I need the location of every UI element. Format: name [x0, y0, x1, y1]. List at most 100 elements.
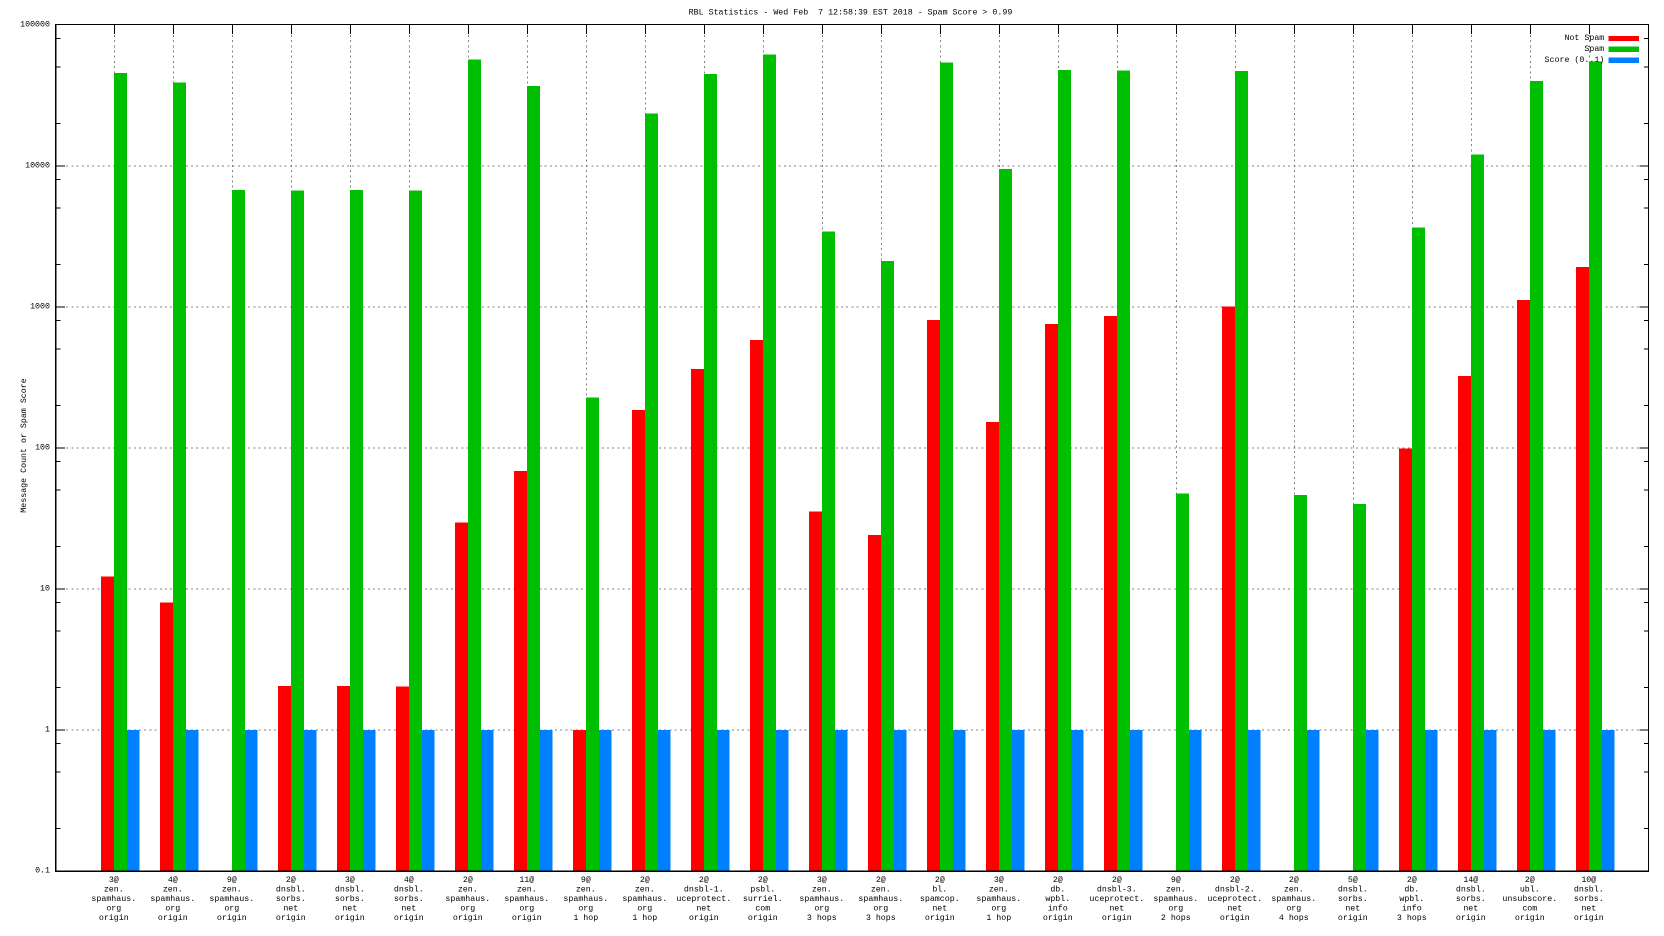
svg-text:zen.: zen. [812, 886, 832, 895]
svg-text:2@: 2@ [1230, 875, 1240, 885]
svg-text:3@: 3@ [817, 875, 827, 885]
svg-text:Message Count or Spam Score: Message Count or Spam Score [20, 378, 29, 512]
svg-text:origin: origin [276, 913, 306, 923]
svg-text:origin: origin [689, 913, 719, 923]
svg-text:dnsbl-1.: dnsbl-1. [684, 885, 724, 895]
svg-text:org: org [224, 905, 239, 914]
svg-text:org: org [1286, 905, 1301, 914]
svg-text:ubl.: ubl. [1520, 885, 1540, 895]
svg-text:bl.: bl. [932, 885, 947, 895]
svg-text:Spam: Spam [1584, 45, 1604, 54]
svg-text:3 hops: 3 hops [866, 913, 896, 923]
svg-text:net: net [1463, 905, 1478, 914]
svg-text:origin: origin [1456, 913, 1486, 923]
svg-text:spamhaus.: spamhaus. [563, 894, 608, 904]
svg-text:net: net [1109, 905, 1124, 914]
svg-text:wpbl.: wpbl. [1399, 894, 1424, 904]
svg-text:uceprotect.: uceprotect. [1207, 895, 1262, 904]
svg-text:2@: 2@ [1289, 875, 1299, 885]
svg-text:zen.: zen. [222, 886, 242, 895]
svg-text:org: org [578, 905, 593, 914]
svg-text:spamhaus.: spamhaus. [445, 894, 490, 904]
svg-text:sorbs.: sorbs. [1574, 894, 1604, 904]
svg-text:origin: origin [1102, 913, 1132, 923]
svg-text:info: info [1402, 904, 1422, 914]
svg-text:2@: 2@ [1407, 875, 1417, 885]
svg-text:dnsbl-2.: dnsbl-2. [1215, 885, 1255, 895]
svg-text:dnsbl.: dnsbl. [1456, 885, 1486, 895]
svg-text:origin: origin [512, 913, 542, 923]
svg-text:psbl.: psbl. [750, 885, 775, 895]
svg-text:surriel.: surriel. [743, 894, 783, 904]
svg-text:spamhaus.: spamhaus. [1153, 894, 1198, 904]
svg-text:spamhaus.: spamhaus. [504, 894, 549, 904]
svg-text:dnsbl.: dnsbl. [1338, 885, 1368, 895]
svg-text:zen.: zen. [104, 886, 124, 895]
svg-text:sorbs.: sorbs. [276, 894, 306, 904]
svg-text:3@: 3@ [345, 875, 355, 885]
svg-text:org: org [814, 905, 829, 914]
svg-text:1000: 1000 [30, 302, 50, 311]
svg-text:com: com [755, 905, 770, 914]
svg-text:zen.: zen. [1166, 886, 1186, 895]
svg-text:4 hops: 4 hops [1279, 913, 1309, 923]
svg-text:zen.: zen. [458, 886, 478, 895]
svg-text:org: org [873, 905, 888, 914]
svg-text:origin: origin [748, 913, 778, 923]
svg-text:3 hops: 3 hops [1397, 913, 1427, 923]
svg-text:uceprotect.: uceprotect. [676, 895, 731, 904]
svg-text:1 hop: 1 hop [632, 913, 657, 923]
svg-text:unsubscore.: unsubscore. [1502, 894, 1557, 904]
svg-text:2@: 2@ [286, 875, 296, 885]
svg-text:zen.: zen. [871, 886, 891, 895]
svg-text:org: org [637, 905, 652, 914]
svg-text:zen.: zen. [1284, 886, 1304, 895]
svg-text:net: net [342, 905, 357, 914]
svg-text:origin: origin [99, 913, 129, 923]
svg-text:origin: origin [217, 913, 247, 923]
svg-text:info: info [1048, 904, 1068, 914]
svg-text:10: 10 [40, 584, 50, 593]
svg-text:1 hop: 1 hop [573, 913, 598, 923]
svg-text:RBL Statistics - Wed Feb 7 12: RBL Statistics - Wed Feb 7 12:58:39 EST … [689, 8, 1013, 18]
svg-text:origin: origin [1220, 913, 1250, 923]
svg-text:com: com [1522, 905, 1537, 914]
svg-text:net: net [283, 905, 298, 914]
svg-text:origin: origin [158, 913, 188, 923]
svg-text:0.1: 0.1 [35, 866, 50, 875]
svg-text:3@: 3@ [994, 875, 1004, 885]
svg-text:3 hops: 3 hops [807, 913, 837, 923]
svg-text:dnsbl.: dnsbl. [394, 885, 424, 895]
svg-text:origin: origin [335, 913, 365, 923]
svg-text:sorbs.: sorbs. [394, 894, 424, 904]
svg-text:2@: 2@ [876, 875, 886, 885]
svg-text:spamhaus.: spamhaus. [1271, 894, 1316, 904]
svg-text:100000: 100000 [20, 20, 50, 29]
svg-text:4@: 4@ [404, 875, 414, 885]
svg-text:spamhaus.: spamhaus. [91, 894, 136, 904]
svg-text:org: org [165, 905, 180, 914]
svg-text:4@: 4@ [168, 875, 178, 885]
svg-text:org: org [1168, 905, 1183, 914]
svg-text:db.: db. [1404, 885, 1419, 895]
svg-text:spamhaus.: spamhaus. [799, 894, 844, 904]
svg-text:origin: origin [1338, 913, 1368, 923]
svg-text:net: net [696, 905, 711, 914]
svg-text:zen.: zen. [576, 886, 596, 895]
svg-text:org: org [519, 905, 534, 914]
svg-text:origin: origin [1574, 913, 1604, 923]
svg-text:2@: 2@ [463, 875, 473, 885]
svg-text:2@: 2@ [699, 875, 709, 885]
svg-text:sorbs.: sorbs. [335, 894, 365, 904]
svg-text:dnsbl.: dnsbl. [335, 885, 365, 895]
svg-text:14@: 14@ [1463, 875, 1478, 885]
svg-text:spamcop.: spamcop. [920, 895, 960, 904]
svg-text:origin: origin [1043, 913, 1073, 923]
svg-text:org: org [106, 905, 121, 914]
svg-text:net: net [1581, 905, 1596, 914]
svg-text:net: net [932, 905, 947, 914]
svg-text:5@: 5@ [1348, 875, 1358, 885]
svg-text:origin: origin [1515, 913, 1545, 923]
svg-text:spamhaus.: spamhaus. [209, 894, 254, 904]
svg-text:net: net [1345, 905, 1360, 914]
